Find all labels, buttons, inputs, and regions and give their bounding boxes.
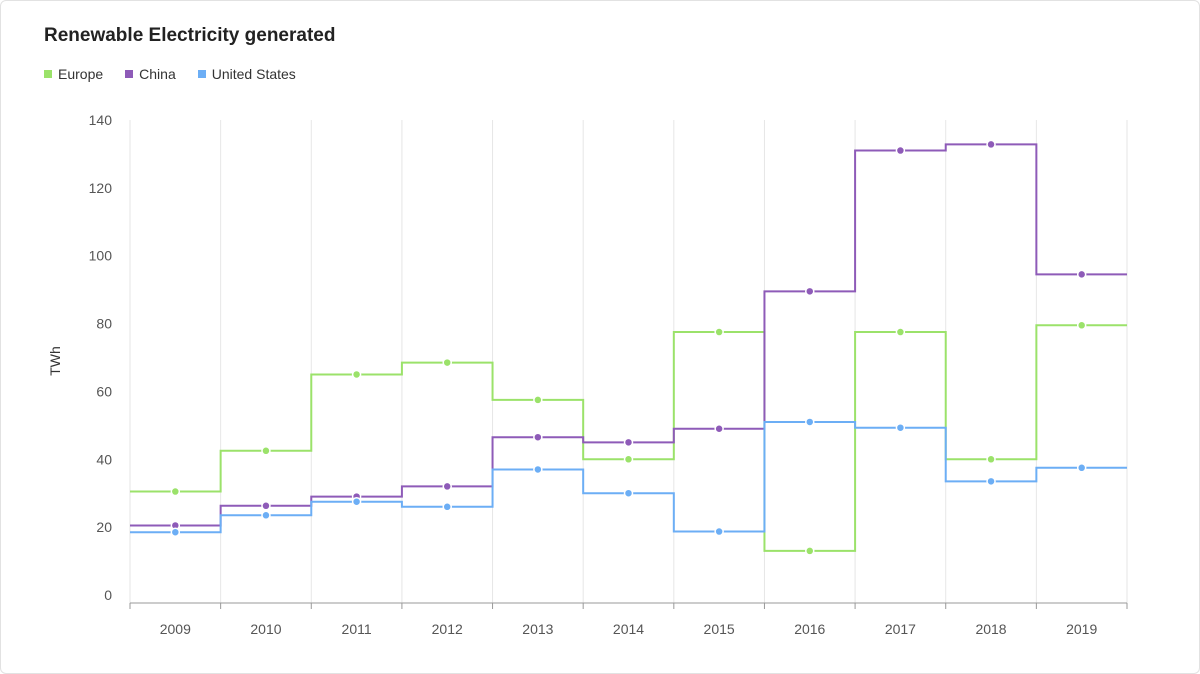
y-tick-label: 20 <box>96 519 112 535</box>
data-point-united-states <box>895 422 906 433</box>
data-point-europe <box>351 369 362 380</box>
legend-swatch-europe <box>44 70 52 78</box>
y-axis-label: TWh <box>47 346 63 376</box>
data-point-europe <box>170 486 181 497</box>
legend-item-united-states[interactable]: United States <box>197 66 296 82</box>
data-point-china <box>623 437 634 448</box>
legend: Europe China United States <box>44 66 296 82</box>
data-point-united-states <box>805 417 815 427</box>
data-point-china <box>714 424 724 434</box>
x-tick-label: 2019 <box>1066 621 1097 637</box>
data-point-europe <box>623 454 634 465</box>
x-tick-label: 2012 <box>432 621 463 637</box>
x-tick-label: 2013 <box>522 621 553 637</box>
y-tick-label: 100 <box>89 248 113 264</box>
data-point-europe <box>442 357 452 368</box>
x-tick-label: 2010 <box>250 621 281 637</box>
legend-item-china[interactable]: China <box>125 66 176 82</box>
x-tick-label: 2014 <box>613 621 644 637</box>
x-tick-label: 2017 <box>885 621 916 637</box>
x-tick-label: 2018 <box>975 621 1006 637</box>
legend-swatch-united-states <box>197 70 206 78</box>
data-point-china <box>442 481 452 492</box>
data-point-europe <box>986 454 996 465</box>
legend-item-europe[interactable]: Europe <box>44 66 103 82</box>
series-points <box>170 139 1087 556</box>
data-point-china <box>805 286 815 297</box>
legend-swatch-china <box>125 70 134 78</box>
data-point-china <box>533 432 543 442</box>
axes: 2009 2010 2011 2012 2013 2014 2015 2016 2017 2018… <box>89 112 1128 637</box>
data-point-china <box>986 139 996 150</box>
data-point-europe <box>1076 320 1087 331</box>
x-tick-label: 2009 <box>160 621 191 637</box>
data-point-europe <box>714 327 724 337</box>
series-line-china <box>130 143 1127 527</box>
x-tick-label: 2015 <box>704 621 735 637</box>
x-tick-label: 2011 <box>342 621 372 637</box>
y-tick-label: 120 <box>89 180 113 196</box>
data-point-china <box>261 501 271 511</box>
data-point-united-states <box>170 527 181 537</box>
data-point-united-states <box>533 464 543 475</box>
y-tick-label: 140 <box>89 112 113 128</box>
y-tick-label: 60 <box>96 383 112 399</box>
data-point-united-states <box>1076 463 1087 473</box>
legend-label-europe: Europe <box>58 66 104 82</box>
y-tick-label: 0 <box>104 587 112 603</box>
legend-label-china: China <box>139 66 176 82</box>
data-point-united-states <box>714 526 724 537</box>
data-point-europe <box>895 327 906 337</box>
data-point-europe <box>805 546 815 556</box>
y-tick-label: 40 <box>96 451 112 467</box>
data-point-united-states <box>442 502 452 512</box>
data-point-europe <box>533 395 543 405</box>
grid-lines <box>129 120 1128 603</box>
x-tick-label: 2016 <box>794 621 825 637</box>
data-point-europe <box>261 446 271 456</box>
chart-title: Renewable Electricity generated <box>44 25 336 46</box>
data-point-united-states <box>351 496 362 507</box>
data-point-united-states <box>623 488 634 498</box>
data-point-united-states <box>986 476 996 487</box>
data-point-china <box>895 145 906 156</box>
data-point-united-states <box>261 510 271 521</box>
legend-label-united-states: United States <box>211 66 296 82</box>
data-point-china <box>1076 269 1087 280</box>
y-tick-label: 80 <box>96 316 112 332</box>
